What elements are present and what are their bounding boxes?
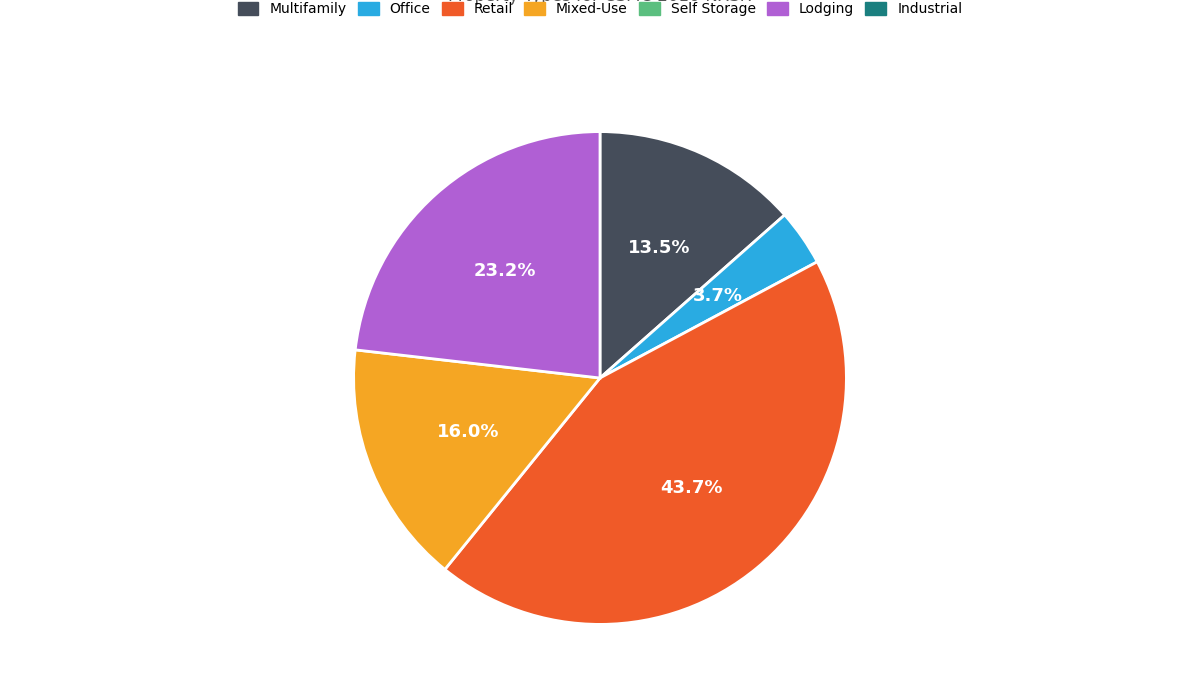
Wedge shape (355, 132, 600, 378)
Text: 16.0%: 16.0% (437, 423, 499, 441)
Text: 13.5%: 13.5% (628, 239, 690, 257)
Text: 23.2%: 23.2% (474, 262, 536, 280)
Wedge shape (600, 215, 817, 378)
Wedge shape (445, 262, 846, 624)
Legend: Multifamily, Office, Retail, Mixed-Use, Self Storage, Lodging, Industrial: Multifamily, Office, Retail, Mixed-Use, … (232, 0, 968, 22)
Title: Property Types for CSMC 2016-NXSR: Property Types for CSMC 2016-NXSR (449, 0, 751, 5)
Wedge shape (354, 350, 600, 569)
Wedge shape (600, 132, 785, 378)
Text: 3.7%: 3.7% (692, 288, 743, 305)
Text: 43.7%: 43.7% (660, 480, 722, 497)
